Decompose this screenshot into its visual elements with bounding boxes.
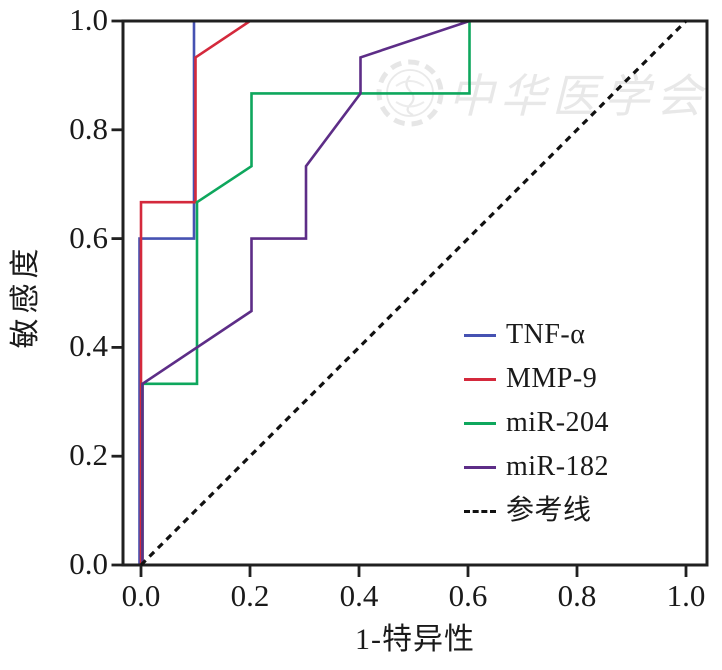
- roc-curve-3: [141, 19, 688, 565]
- y-tick-label: 0.2: [69, 437, 108, 473]
- x-tick-label: 0.8: [557, 578, 597, 613]
- y-tick-label: 0.4: [69, 328, 108, 364]
- x-tick-label: 0.4: [339, 578, 379, 613]
- watermark: 中华医学会: [376, 59, 708, 127]
- x-tick-label: 1.0: [666, 578, 706, 613]
- y-tick-label: 0.6: [69, 219, 108, 255]
- legend: TNF-α MMP-9 miR-204 miR-182 参考线: [464, 313, 609, 533]
- x-tick-label: 0.6: [448, 578, 488, 613]
- legend-label: MMP-9: [506, 363, 598, 394]
- y-axis-label: 敏感度: [9, 243, 42, 349]
- legend-line-icon: [464, 377, 496, 381]
- legend-item: 参考线: [464, 489, 609, 533]
- axis-ticks: [111, 19, 688, 577]
- y-tick-label: 0.8: [69, 110, 108, 146]
- legend-line-icon: [464, 421, 496, 425]
- x-tick-label: 0.2: [230, 578, 270, 613]
- legend-line-icon: [464, 333, 496, 337]
- legend-label: miR-204: [506, 407, 610, 438]
- legend-label: 参考线: [506, 495, 592, 526]
- legend-item: TNF-α: [464, 313, 609, 357]
- reference-line: [139, 19, 688, 567]
- legend-line-icon: [464, 465, 496, 469]
- y-tick-label: 1.0: [69, 2, 108, 37]
- legend-item: MMP-9: [464, 357, 609, 401]
- reference-line-path: [139, 19, 688, 567]
- x-tick-label: 0.0: [121, 578, 161, 613]
- legend-item: miR-204: [464, 401, 609, 445]
- watermark-text: 中华医学会: [448, 71, 708, 122]
- legend-dashed-line-icon: [464, 509, 496, 513]
- x-axis-label: 1-特异性: [355, 623, 475, 656]
- legend-item: miR-182: [464, 445, 609, 489]
- roc-curve-2: [141, 19, 688, 565]
- plot-frame: [121, 19, 709, 567]
- y-tick-label: 0.0: [69, 546, 108, 581]
- legend-label: TNF-α: [506, 319, 586, 350]
- legend-label: miR-182: [506, 451, 610, 482]
